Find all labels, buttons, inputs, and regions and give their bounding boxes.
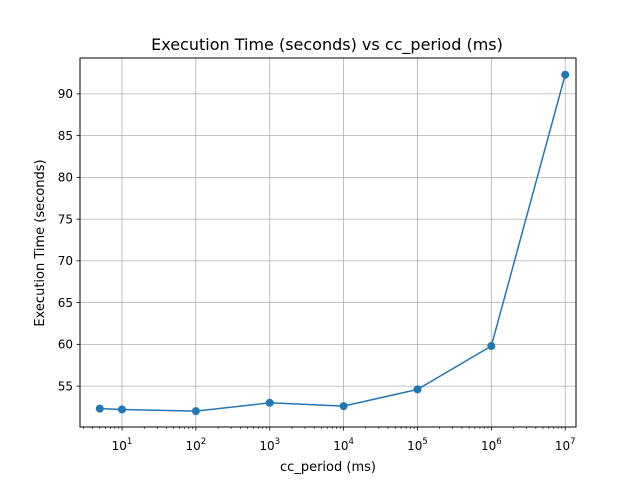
y-axis-label: Execution Time (seconds): [33, 159, 48, 326]
data-point: [191, 407, 200, 416]
y-tick-label: 55: [58, 379, 73, 393]
x-axis-label: cc_period (ms): [280, 460, 376, 475]
data-point: [561, 70, 570, 79]
data-point: [265, 398, 274, 407]
data-point: [95, 404, 104, 413]
plot-frame: [79, 57, 577, 428]
data-points: [95, 70, 570, 416]
x-tick-label: 103: [259, 437, 280, 453]
data-point: [487, 342, 496, 351]
x-tick-label: 102: [186, 437, 207, 453]
x-tick-label: 104: [333, 437, 354, 453]
data-point: [413, 385, 422, 394]
y-tick-label: 80: [58, 171, 73, 185]
series-line: [99, 74, 566, 412]
chart-title: Execution Time (seconds) vs cc_period (m…: [151, 35, 503, 55]
x-tick-label: 101: [112, 437, 133, 453]
y-axis: 55 60 65 70 75 80 85 90: [58, 87, 80, 393]
y-tick-label: 90: [58, 87, 73, 101]
x-tick-label: 105: [407, 437, 428, 453]
y-tick-label: 60: [58, 338, 73, 352]
grid: [80, 58, 576, 427]
y-tick-label: 65: [58, 296, 73, 310]
x-axis: 101 102 103 104 105 106 107: [83, 427, 576, 453]
x-tick-label: 106: [481, 437, 502, 453]
y-tick-label: 75: [58, 212, 73, 226]
y-tick-label: 70: [58, 254, 73, 268]
y-tick-label: 85: [58, 129, 73, 143]
x-tick-label: 107: [555, 437, 576, 453]
data-point: [339, 402, 348, 411]
data-point: [118, 405, 127, 414]
